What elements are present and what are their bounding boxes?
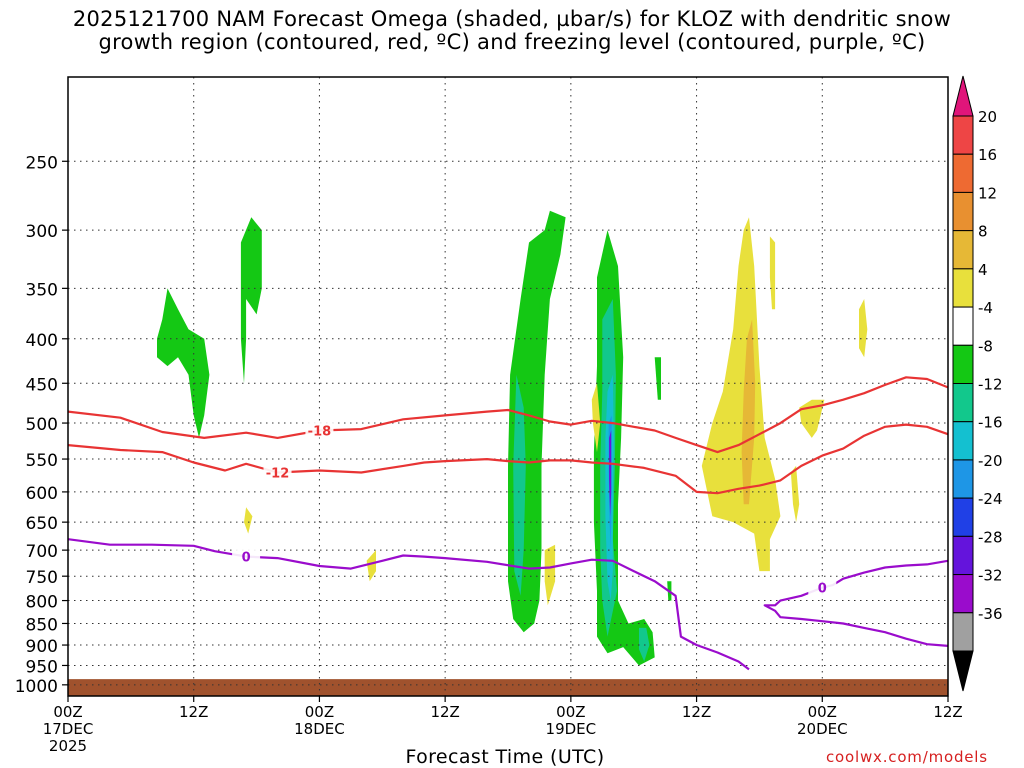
uplift-teal	[513, 374, 526, 596]
colorbar-top-arrow	[952, 75, 974, 117]
colorbar-label-10: -24	[978, 490, 1003, 508]
colorbar-bin-3	[952, 191, 974, 232]
x-axis-label: Forecast Time (UTC)	[405, 746, 605, 768]
y-tick-label-900: 900	[26, 637, 58, 657]
x-tick-label-2: 00Z	[305, 703, 334, 721]
colorbar-bin-4	[952, 230, 974, 270]
sink-yellow-c	[790, 465, 800, 523]
sink-yellow-b	[769, 236, 776, 310]
isotherm-minus-12	[68, 423, 948, 495]
title-line-2: growth region (contoured, red, ºC) and f…	[98, 30, 926, 54]
terrain-layer	[68, 679, 948, 696]
sink-yellow-i	[591, 383, 601, 453]
title-line-1: 2025121700 NAM Forecast Omega (shaded, µ…	[72, 7, 952, 31]
colorbar-bin-8	[952, 383, 974, 423]
y-tick-label-950: 950	[26, 657, 58, 677]
y-tick-label-550: 550	[26, 451, 58, 471]
sink-yellow-f	[244, 507, 253, 534]
x-tick-date-0: 17DEC	[43, 720, 94, 738]
uplift-green-e	[654, 357, 661, 400]
freezing-level	[68, 538, 750, 671]
colorbar-label-13: -36	[978, 605, 1003, 623]
colorbar-label-8: -16	[978, 414, 1003, 432]
y-tick-label-350: 350	[26, 280, 58, 300]
sink-yellow-h	[544, 544, 556, 606]
x-tick-date-2: 18DEC	[294, 720, 345, 738]
y-tick-label-650: 650	[26, 514, 58, 534]
x-tick-date-4: 19DEC	[546, 720, 597, 738]
y-tick-label-600: 600	[26, 484, 58, 504]
ground-terrain	[68, 679, 948, 696]
isotherm-minus-12-label-bg	[263, 464, 292, 480]
x-tick-label-4: 00Z	[556, 703, 585, 721]
y-tick-label-850: 850	[26, 615, 58, 635]
sink-yellow-a	[701, 217, 781, 572]
freezing-level-label-bg	[232, 548, 261, 564]
colorbar-bottom-arrow	[952, 650, 974, 692]
y-tick-label-500: 500	[26, 415, 58, 435]
y-tick-label-450: 450	[26, 375, 58, 395]
contour-layer: -18 -12 0 0	[68, 376, 948, 671]
uplift-green-b	[240, 217, 262, 384]
sink-orange	[741, 319, 756, 505]
y-tick-label-400: 400	[26, 331, 58, 351]
colorbar-label-9: -20	[978, 452, 1003, 470]
colorbar-label-12: -32	[978, 567, 1003, 585]
colorbar-bin-10	[952, 459, 974, 499]
colorbar-label-6: -8	[978, 337, 993, 355]
plot-frame	[67, 76, 949, 697]
colorbar-bin-7	[952, 344, 974, 384]
colorbar: 20 16 12 8 4 -4 -8 -12 -16 -20 -24 -28 -32 -36	[952, 75, 1003, 692]
colorbar-bin-14	[952, 612, 974, 652]
omega-shading-layer	[157, 210, 868, 666]
x-tick-label-0: 00Z	[53, 703, 82, 721]
x-tick-label-1: 12Z	[179, 703, 208, 721]
isotherm-minus-12-label: -12	[266, 467, 290, 482]
colorbar-bin-2	[952, 153, 974, 193]
isotherm-minus-18-label: -18	[308, 425, 332, 440]
freezing-level-label: 0	[242, 551, 251, 566]
x-tick-label-3: 12Z	[430, 703, 459, 721]
colorbar-bin-1	[952, 115, 974, 155]
y-tick-label-300: 300	[26, 222, 58, 242]
x-tick-label-6: 00Z	[808, 703, 837, 721]
chart-title: 2025121700 NAM Forecast Omega (shaded, µ…	[0, 8, 1024, 54]
y-tick-label-700: 700	[26, 542, 58, 562]
colorbar-bin-11	[952, 497, 974, 537]
isotherm-minus-18-label-bg	[305, 422, 334, 438]
uplift-green-a	[157, 288, 210, 438]
freezing-level-east-label-bg	[808, 579, 837, 595]
sink-yellow-g	[366, 550, 376, 582]
y-tick-label-250: 250	[26, 153, 58, 173]
colorbar-label-3: 8	[978, 223, 988, 241]
axes: 2503003504004505005506006507007508008509…	[15, 76, 963, 755]
isotherm-minus-18	[68, 376, 948, 454]
y-tick-label-800: 800	[26, 593, 58, 613]
colorbar-bin-9	[952, 421, 974, 461]
sink-yellow-e	[859, 299, 868, 358]
colorbar-label-0: 20	[978, 108, 997, 126]
colorbar-label-1: 16	[978, 146, 997, 164]
freezing-level-east-label: 0	[818, 582, 827, 597]
freezing-level-east	[763, 559, 948, 647]
colorbar-bin-6	[952, 306, 974, 346]
site-credit: coolwx.com/models	[826, 748, 988, 766]
colorbar-bin-13	[952, 574, 974, 614]
colorbar-bin-5	[952, 268, 974, 308]
colorbar-label-5: -4	[978, 299, 993, 317]
x-tick-label-5: 12Z	[682, 703, 711, 721]
colorbar-label-7: -12	[978, 376, 1003, 394]
colorbar-label-11: -28	[978, 528, 1003, 546]
x-tick-label-7: 12Z	[933, 703, 962, 721]
colorbar-label-4: 4	[978, 261, 988, 279]
colorbar-bin-12	[952, 535, 974, 576]
uplift-violet	[609, 430, 612, 517]
y-tick-label-750: 750	[26, 568, 58, 588]
x-tick-date-6: 20DEC	[797, 720, 848, 738]
x-tick-year-0: 2025	[49, 737, 87, 755]
colorbar-label-2: 12	[978, 184, 997, 202]
y-tick-label-1000: 1000	[15, 677, 58, 697]
